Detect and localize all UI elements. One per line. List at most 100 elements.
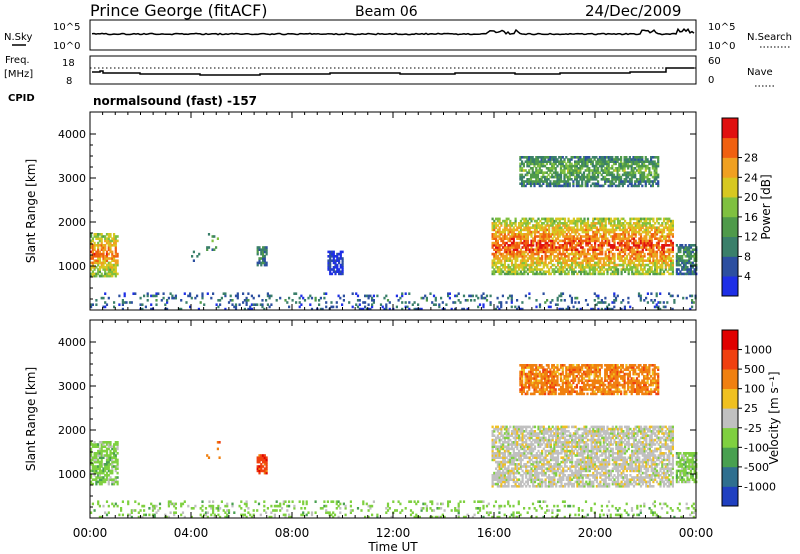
data-cell-r3 (548, 465, 551, 468)
data-cell-r3 (541, 449, 544, 453)
data-cell-r5 (609, 268, 613, 271)
data-cell-r5 (636, 257, 639, 260)
data-cell-r1 (211, 235, 214, 238)
data-cell-r5 (654, 244, 657, 247)
data-cell-r3 (514, 436, 517, 440)
data-cell-r5 (631, 252, 634, 256)
data-cell-r5 (654, 235, 657, 238)
data-cell-r5 (528, 217, 531, 221)
data-cell-r5 (512, 237, 515, 240)
data-cell-r6 (524, 160, 527, 163)
data-cell-r3 (496, 456, 499, 459)
data-cell-r5 (583, 250, 586, 254)
data-cell-r5 (491, 241, 494, 245)
data-cell-r6 (630, 182, 633, 185)
data-cell-r5 (495, 237, 498, 240)
data-cell-r6 (634, 175, 637, 179)
data-cell-r5 (572, 228, 575, 232)
data-cell-r5 (521, 237, 524, 240)
data-cell-r2 (258, 467, 261, 470)
data-cell-r5 (655, 233, 659, 236)
data-cell-r8 (438, 305, 441, 309)
data-cell-r3 (544, 463, 547, 466)
data-cell-r4 (339, 270, 342, 273)
data-cell-r3 (532, 478, 535, 481)
data-cell-r6 (593, 182, 596, 185)
data-cell-r3 (491, 447, 494, 451)
data-cell-r5 (542, 250, 545, 254)
data-cell-r5 (518, 241, 521, 245)
data-cell-r0 (97, 270, 100, 273)
data-cell-r8 (339, 296, 342, 300)
data-cell-r5 (586, 219, 590, 223)
data-cell-r3 (493, 454, 496, 457)
data-cell-r5 (627, 261, 630, 265)
data-cell-r5 (555, 239, 558, 243)
data-cell-r5 (549, 257, 552, 260)
data-cell-r5 (611, 235, 614, 238)
data-cell-r5 (611, 228, 614, 232)
data-cell-r3 (514, 438, 517, 442)
data-cell-r4 (329, 257, 332, 260)
data-cell-r5 (668, 217, 671, 221)
data-cell-r0 (111, 480, 114, 484)
data-cell-r3 (558, 463, 561, 466)
data-cell-r6 (542, 158, 545, 161)
data-cell-r3 (503, 480, 506, 484)
data-cell-r6 (521, 184, 524, 188)
data-cell-r6 (611, 178, 614, 181)
data-cell-r5 (659, 268, 662, 271)
data-cell-r3 (544, 482, 547, 486)
data-cell-r4 (332, 266, 335, 269)
data-cell-r3 (556, 427, 560, 431)
data-cell-r0 (107, 456, 110, 459)
data-cell-r3 (510, 432, 514, 435)
data-cell-r3 (542, 438, 545, 442)
data-cell-r5 (606, 259, 609, 262)
data-cell-r3 (496, 465, 499, 468)
data-cell-r5 (498, 226, 501, 229)
data-cell-r5 (498, 217, 501, 221)
data-cell-r5 (548, 233, 551, 236)
data-cell-r8 (153, 294, 156, 298)
data-cell-r3 (548, 474, 551, 477)
data-cell-r3 (556, 460, 560, 464)
data-cell-r5 (622, 261, 625, 265)
data-cell-r5 (629, 235, 632, 238)
data-cell-r5 (648, 219, 651, 223)
data-cell-r6 (565, 162, 568, 166)
data-cell-r6 (597, 162, 600, 166)
data-cell-r5 (597, 222, 600, 225)
data-cell-r3 (509, 471, 512, 475)
data-cell-r5 (509, 266, 512, 269)
data-cell-r5 (588, 248, 591, 251)
data-cell-r7 (689, 263, 693, 267)
data-cell-r6 (574, 178, 577, 181)
data-cell-r6 (522, 180, 525, 183)
data-cell-r5 (533, 268, 537, 271)
data-cell-r6 (586, 158, 589, 161)
data-cell-r6 (529, 184, 533, 188)
data-cell-r8 (501, 294, 504, 298)
data-cell-r6 (607, 162, 610, 166)
data-cell-r5 (518, 235, 521, 238)
data-cell-r5 (516, 263, 519, 267)
data-cell-r8 (429, 292, 432, 295)
data-cell-r5 (548, 268, 551, 271)
data-cell-r8 (369, 307, 372, 311)
data-cell-r5 (537, 259, 540, 262)
data-cell-r3 (514, 480, 517, 484)
data-cell-r5 (530, 230, 533, 234)
data-cell-r5 (505, 272, 508, 276)
data-cell-r5 (634, 255, 637, 258)
data-cell-r0 (91, 237, 94, 240)
data-cell-r5 (608, 257, 611, 260)
data-cell-r0 (102, 244, 105, 247)
data-cell-r5 (661, 248, 664, 251)
data-cell-r3 (523, 447, 526, 451)
data-cell-r3 (544, 456, 547, 459)
data-cell-r8 (653, 299, 656, 302)
data-cell-r7 (675, 259, 678, 262)
data-cell-r0 (100, 246, 103, 249)
data-cell-r5 (581, 235, 584, 238)
